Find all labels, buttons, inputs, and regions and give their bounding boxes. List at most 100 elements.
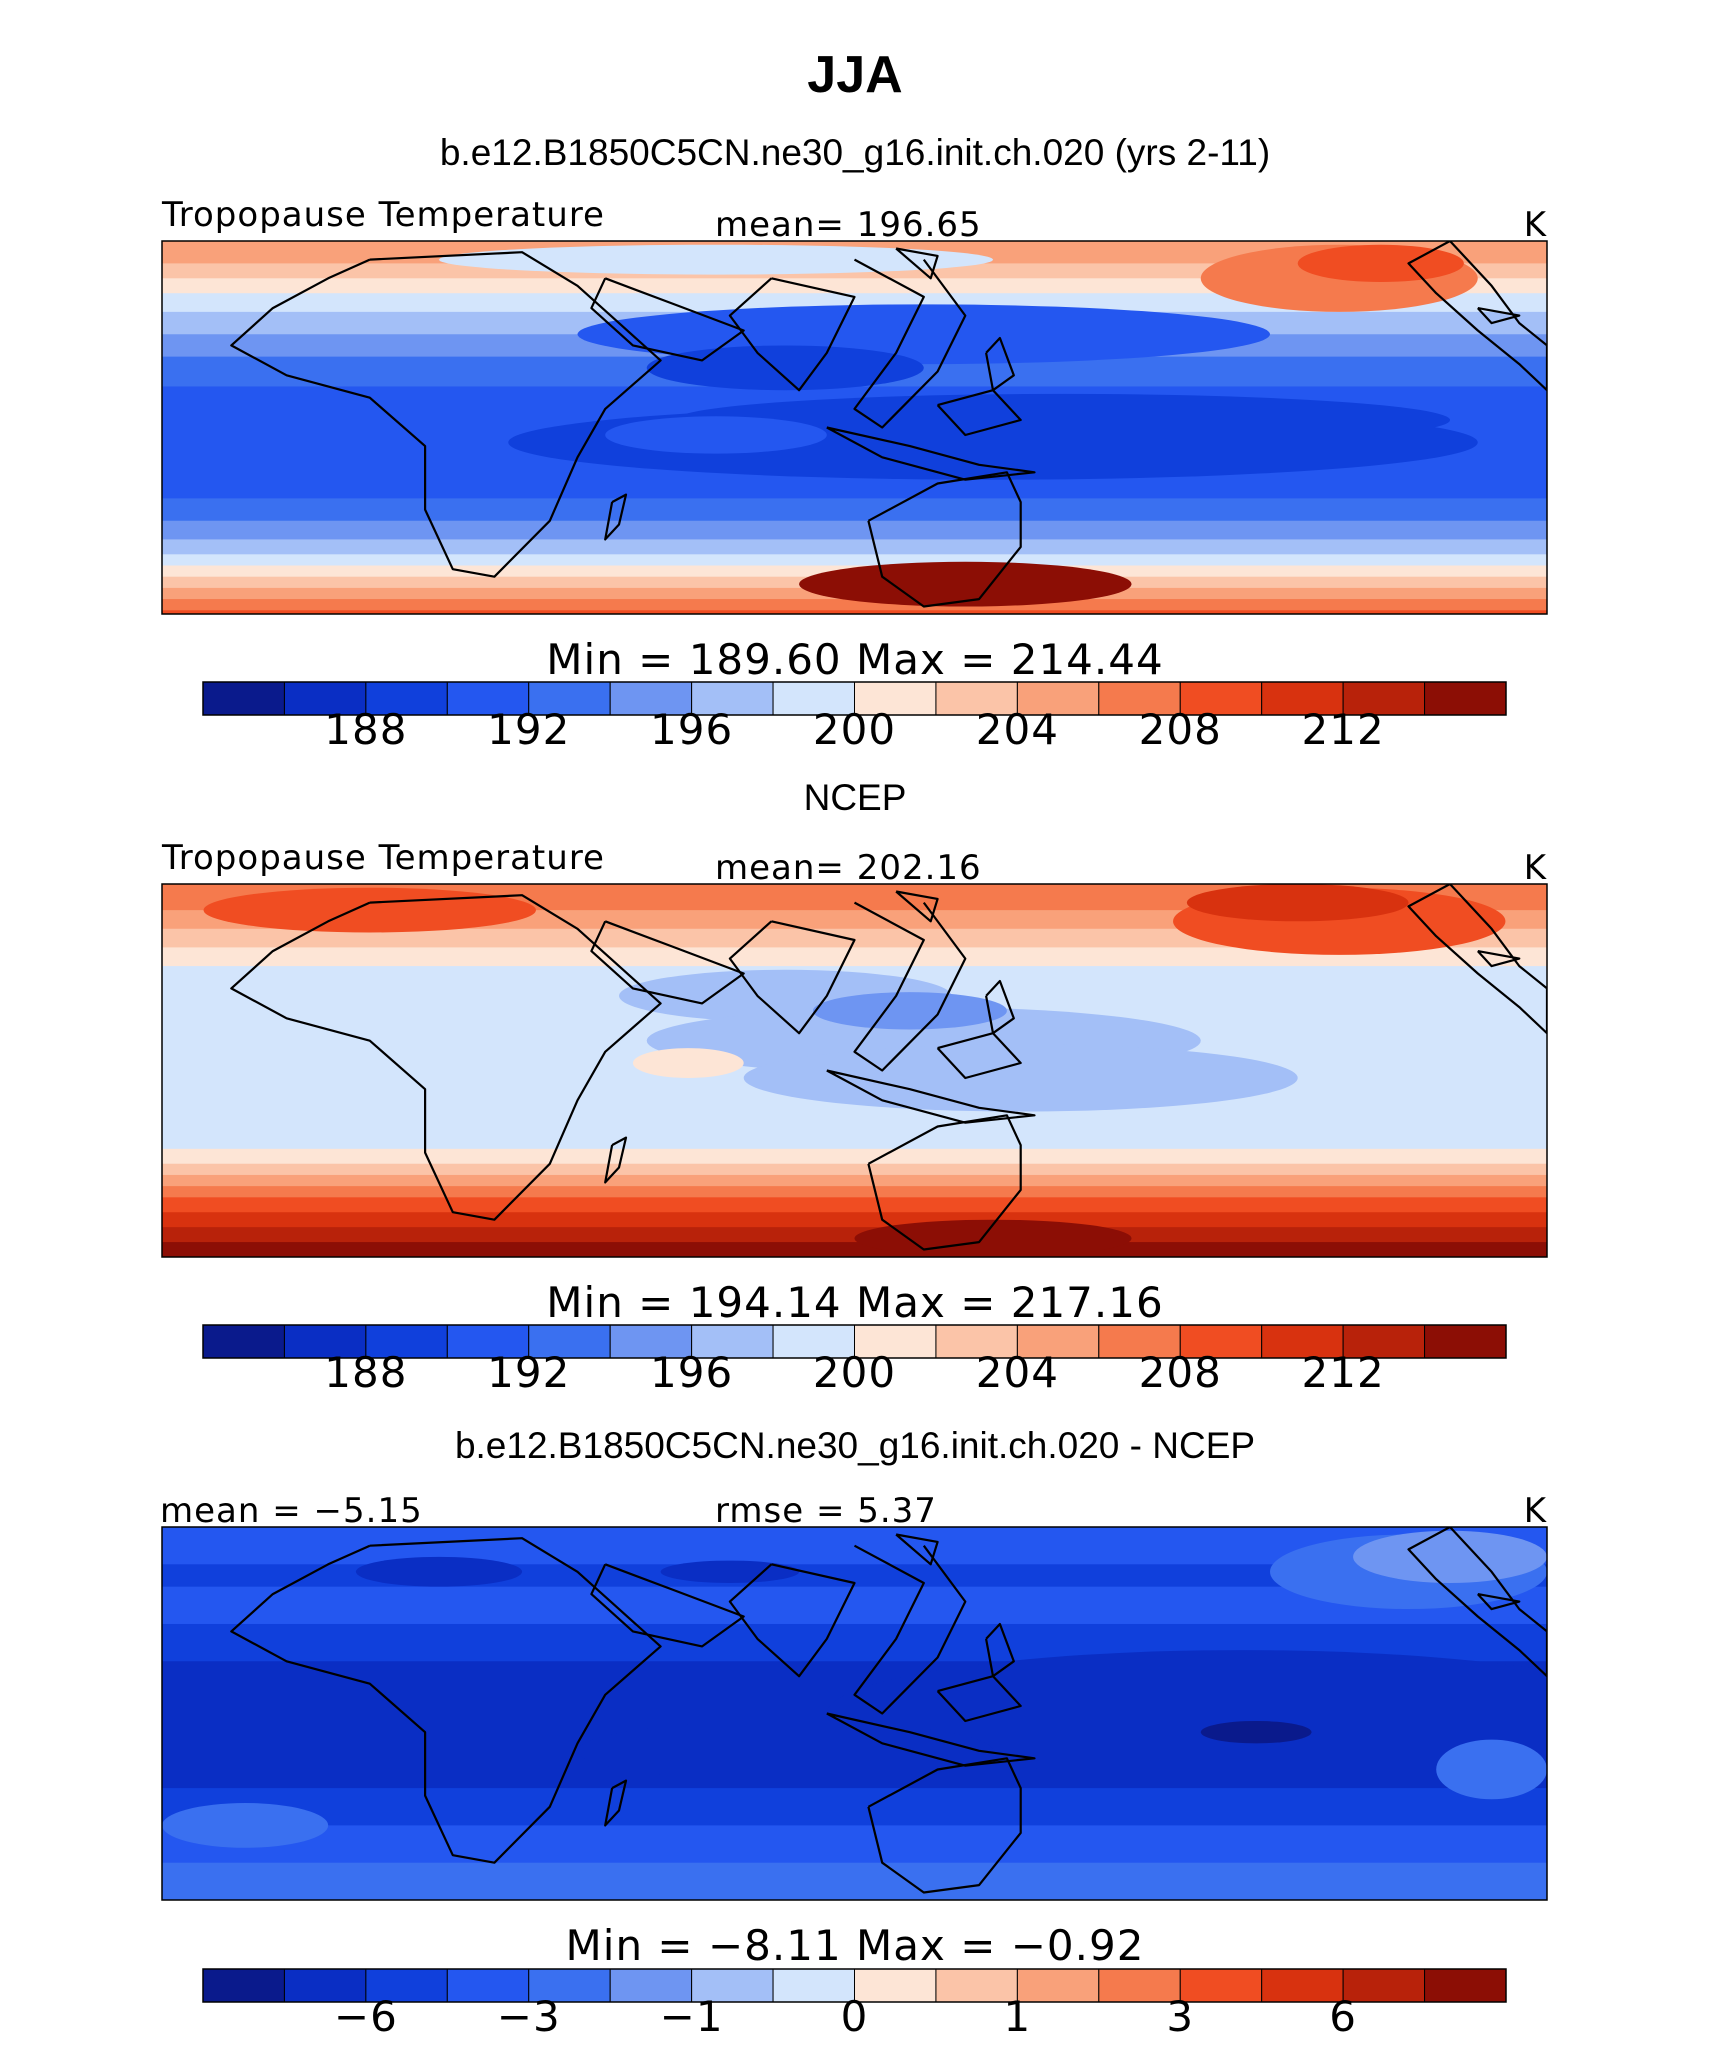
panel-model-mean-label: mean= 196.65: [715, 205, 982, 245]
coastline: [604, 1136, 628, 1184]
colorbar-segment: [1016, 1324, 1100, 1359]
colorbar-tick-label: 208: [1139, 705, 1222, 754]
panel-model-map: [162, 241, 1547, 614]
coastline: [590, 920, 745, 1005]
map-band: [162, 1242, 1547, 1257]
coastline: [936, 1032, 1022, 1080]
map-band: [162, 520, 1547, 541]
map-band: [162, 599, 1547, 612]
map-contour-region: [660, 1560, 800, 1583]
colorbar-frame: [202, 681, 1507, 716]
coastline: [826, 1069, 1036, 1124]
colorbar-segment: [1342, 1324, 1426, 1359]
panel-model-subtitle: b.e12.B1850C5CN.ne30_g16.init.ch.020 (yr…: [440, 132, 1270, 173]
colorbar-segment: [365, 1324, 448, 1359]
map-contour-region: [1200, 1720, 1312, 1744]
coastline: [895, 1533, 939, 1566]
colorbar-tick-label: 212: [1302, 1348, 1385, 1397]
coastline: [853, 258, 967, 429]
colorbar-tick-label: 196: [650, 1348, 733, 1397]
colorbar-tick-label: 188: [324, 1348, 407, 1397]
coastline: [604, 1779, 628, 1827]
colorbar-segment: [283, 1968, 367, 2003]
coastline: [728, 1563, 856, 1678]
map-contour-region: [203, 887, 536, 933]
coastline: [1476, 307, 1521, 325]
map-band: [162, 1186, 1547, 1199]
coastline: [1407, 241, 1547, 392]
coastline: [895, 890, 939, 923]
colorbar-segment: [1179, 681, 1263, 716]
panel-obs: NCEP Tropopause Temperature mean= 202.16…: [161, 777, 1548, 1397]
colorbar-segment: [1179, 1324, 1263, 1359]
colorbar-segment: [854, 1324, 937, 1359]
coastline: [230, 894, 662, 1221]
panel-obs-units-label: K: [1524, 848, 1548, 888]
panel-difference-map: [162, 1527, 1547, 1900]
map-contour-region: [674, 393, 1451, 447]
panel-model-colorbar: 188 192 196 200 204 208 212: [202, 681, 1507, 754]
map-band: [162, 1825, 1547, 1864]
panel-model-frame: [161, 240, 1548, 615]
panel-model-coastlines: [230, 241, 1547, 608]
colorbar-tick-label: 204: [976, 705, 1059, 754]
map-band: [162, 1862, 1547, 1900]
map-band: [162, 278, 1547, 295]
map-band: [162, 498, 1547, 522]
coastline: [985, 336, 1015, 392]
coastline: [895, 247, 939, 280]
coastline: [590, 1563, 745, 1648]
colorbar-segment: [202, 1968, 285, 2003]
colorbar-segment: [1016, 681, 1100, 716]
panel-difference-colorbar: −6 −3 −1 0 1 3 6: [202, 1968, 1507, 2041]
colorbar-segment: [1098, 1968, 1181, 2003]
colorbar-segment: [772, 1324, 855, 1359]
map-contour-region: [1353, 1530, 1547, 1583]
panel-difference: b.e12.B1850C5CN.ne30_g16.init.ch.020 - N…: [160, 1425, 1548, 2041]
panel-obs-subtitle: NCEP: [804, 777, 907, 818]
colorbar-tick-label: 196: [650, 705, 733, 754]
map-contour-region: [812, 992, 1007, 1030]
colorbar-segment: [854, 1968, 937, 2003]
colorbar-segment: [1424, 1324, 1507, 1359]
panel-model: b.e12.B1850C5CN.ne30_g16.init.ch.020 (yr…: [161, 132, 1548, 754]
coastline: [728, 277, 856, 392]
coastline: [230, 1537, 662, 1864]
colorbar-tick-label: 204: [976, 1348, 1059, 1397]
coastline: [1476, 950, 1521, 968]
map-band: [162, 1174, 1547, 1188]
coastline: [1407, 1527, 1547, 1678]
panel-obs-mean-label: mean= 202.16: [715, 848, 982, 888]
colorbar-segment: [202, 681, 285, 716]
map-band: [162, 1197, 1547, 1214]
colorbar-tick-label: 192: [487, 1348, 570, 1397]
panel-difference-rmse-label: rmse = 5.37: [715, 1491, 937, 1531]
coastline: [826, 1712, 1036, 1767]
colorbar-tick-label: 208: [1139, 1348, 1222, 1397]
coastline: [1476, 1593, 1521, 1611]
panel-obs-frame: [161, 883, 1548, 1258]
coastline: [985, 1622, 1015, 1678]
coastline: [728, 920, 856, 1035]
panel-model-minmax: Min = 189.60 Max = 214.44: [546, 635, 1163, 684]
map-band: [162, 1212, 1547, 1229]
map-contour-region: [1186, 884, 1409, 922]
map-contour-region: [605, 416, 827, 454]
colorbar-segment: [1424, 1968, 1507, 2003]
colorbar-tick-label: 200: [813, 705, 896, 754]
map-contour-region: [743, 1044, 1298, 1112]
colorbar-segment: [202, 1324, 285, 1359]
panel-model-variable-label: Tropopause Temperature: [161, 195, 605, 235]
map-band: [162, 554, 1547, 567]
coastline: [590, 277, 745, 362]
coastline: [867, 1757, 1022, 1894]
colorbar-segment: [1016, 1968, 1100, 2003]
figure-title: JJA: [807, 46, 902, 104]
map-contour-region: [439, 244, 993, 275]
coastline: [867, 1114, 1022, 1251]
map-contour-region: [854, 1219, 1132, 1257]
map-contour-region: [632, 1048, 744, 1078]
map-band: [162, 1788, 1547, 1827]
colorbar-segment: [935, 681, 1018, 716]
